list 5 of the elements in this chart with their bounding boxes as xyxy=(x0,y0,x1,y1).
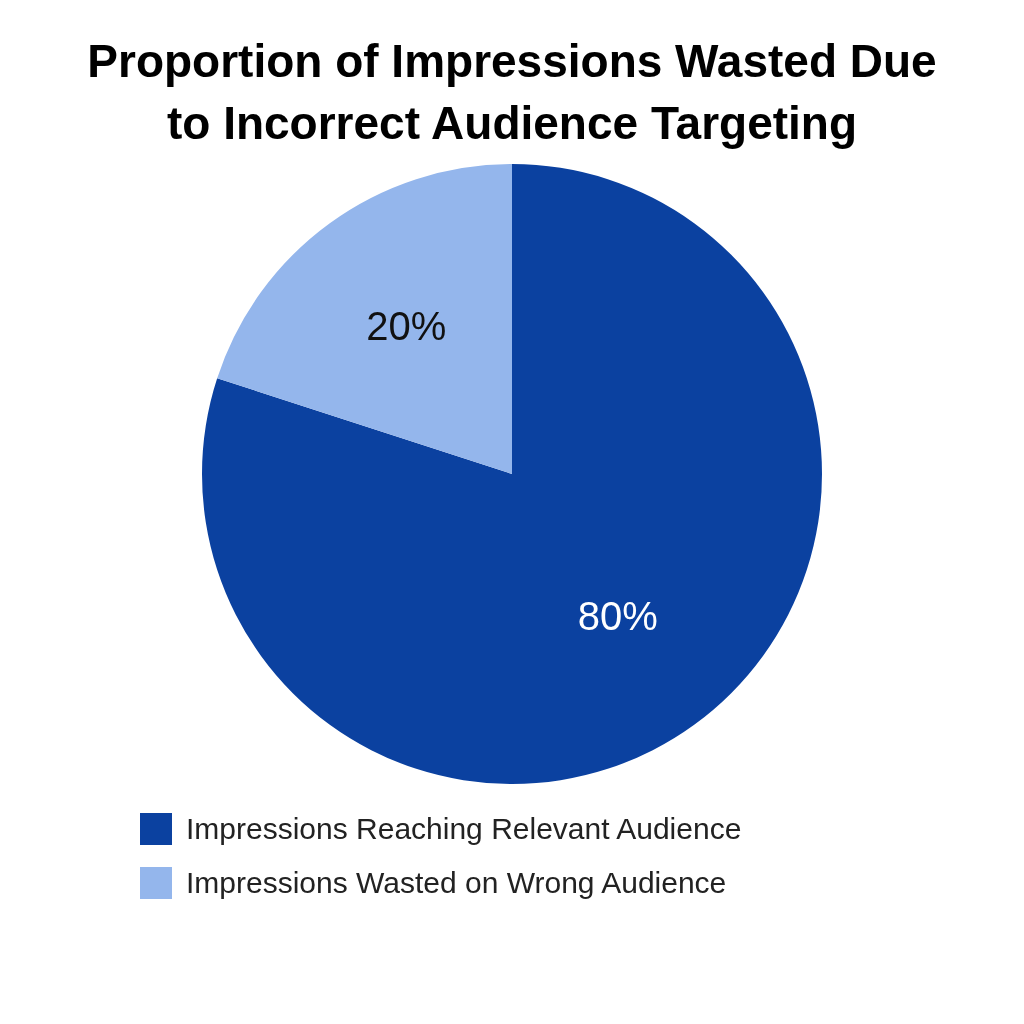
data-label: 20% xyxy=(366,303,447,348)
legend-label: Impressions Wasted on Wrong Audience xyxy=(186,866,727,900)
legend-label: Impressions Reaching Relevant Audience xyxy=(186,812,742,846)
chart-title: Proportion of Impressions Wasted Due to Incorrect Audience Targeting xyxy=(86,34,938,151)
data-label: 80% xyxy=(577,594,658,639)
